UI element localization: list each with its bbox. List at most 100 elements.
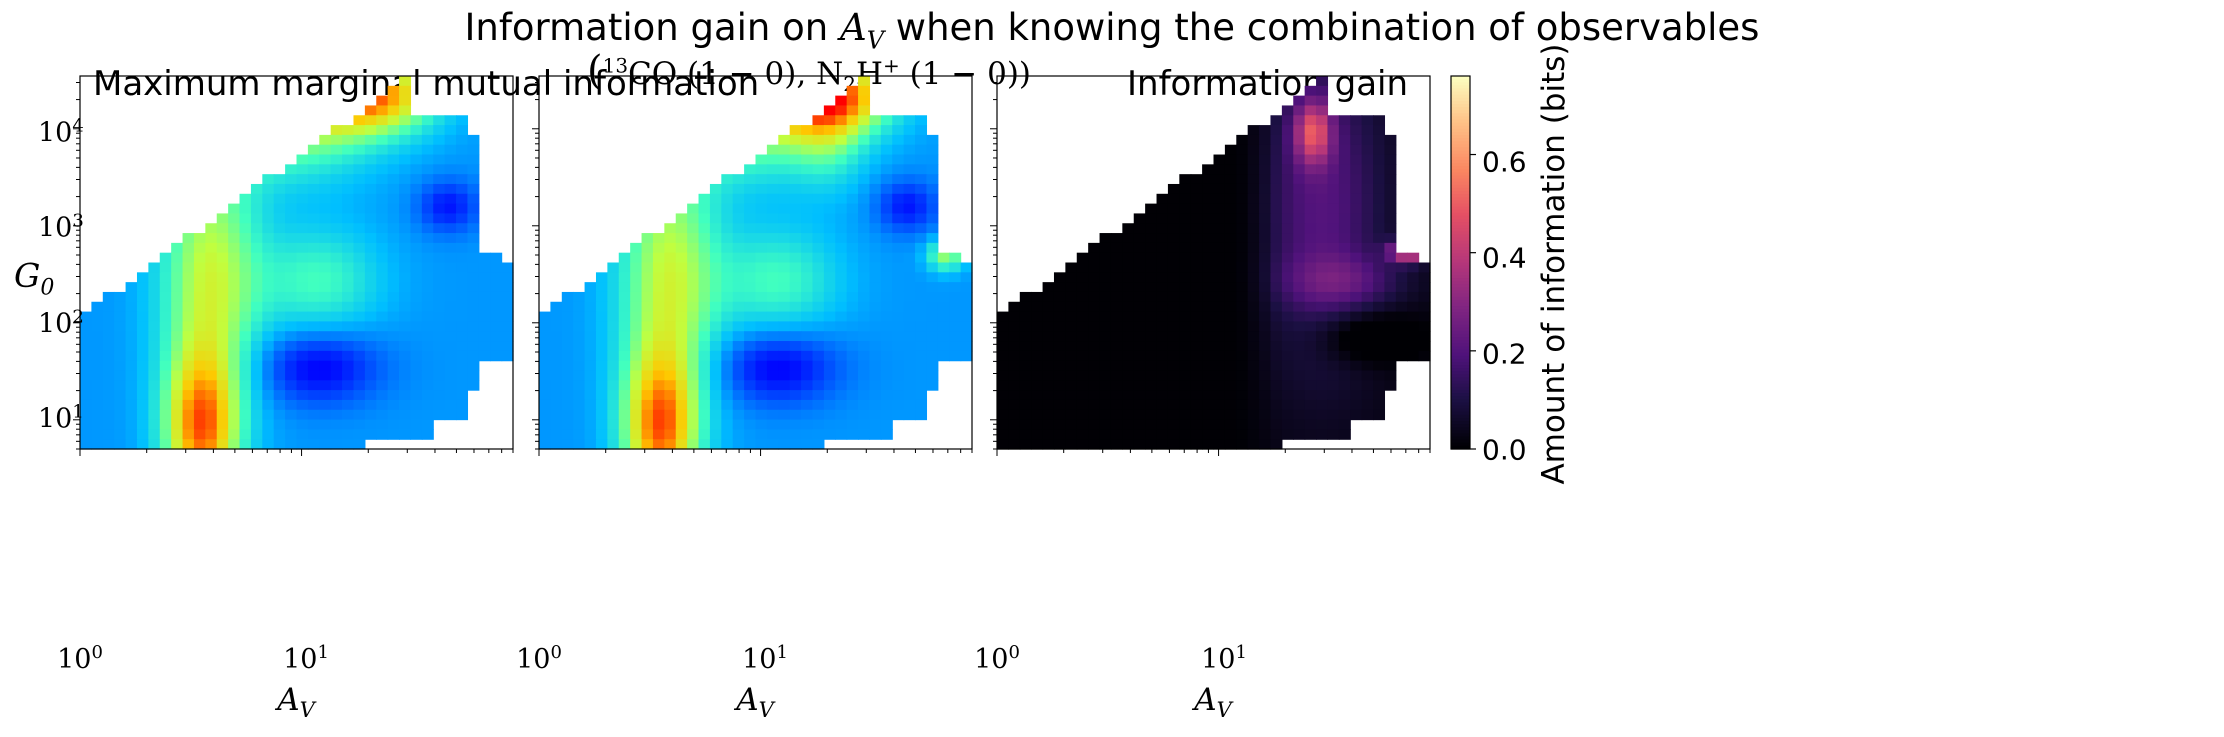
- heatmap-cell: [1338, 154, 1351, 165]
- heatmap-cell: [1270, 439, 1283, 450]
- heatmap-cell: [949, 321, 962, 332]
- heatmap-cell: [846, 419, 859, 430]
- heatmap-cell: [709, 321, 722, 332]
- heatmap-cell: [376, 321, 389, 332]
- heatmap-cell: [342, 331, 355, 342]
- heatmap-cell: [1202, 262, 1215, 273]
- heatmap-cell: [892, 213, 905, 224]
- heatmap-cell: [91, 439, 104, 450]
- heatmap-cell: [228, 252, 241, 264]
- heatmap-cell: [1213, 301, 1226, 313]
- heatmap-cell: [755, 311, 768, 322]
- heatmap-cell: [892, 233, 905, 244]
- heatmap-cell: [387, 321, 400, 332]
- heatmap-cell: [1145, 272, 1158, 283]
- heatmap-cell: [1213, 282, 1226, 293]
- heatmap-cell: [387, 174, 400, 185]
- heatmap-cell: [319, 134, 332, 146]
- heatmap-cell: [1031, 419, 1044, 430]
- heatmap-cell: [421, 193, 434, 205]
- heatmap-cell: [846, 174, 859, 185]
- heatmap-cell: [1224, 341, 1237, 352]
- heatmap-cell: [467, 321, 480, 332]
- heatmap-cell: [926, 154, 939, 165]
- heatmap-cell: [1202, 301, 1215, 313]
- heatmap-cell: [858, 272, 871, 283]
- heatmap-cell: [641, 301, 654, 313]
- heatmap-cell: [573, 429, 586, 440]
- heatmap-cell: [1179, 370, 1192, 381]
- heatmap-cell: [997, 390, 1009, 401]
- heatmap-cell: [1327, 409, 1340, 421]
- heatmap-cell: [1247, 370, 1260, 381]
- heatmap-cell: [148, 341, 161, 352]
- heatmap-cell: [296, 380, 309, 391]
- heatmap-cell: [1019, 291, 1032, 303]
- heatmap-cell: [159, 282, 172, 293]
- heatmap-cell: [364, 134, 377, 146]
- colorbar-segment: [1451, 159, 1470, 164]
- heatmap-cell: [949, 341, 962, 352]
- heatmap-cell: [159, 370, 172, 381]
- heatmap-cell: [273, 213, 286, 224]
- heatmap-cell: [778, 164, 791, 175]
- heatmap-cell: [1304, 144, 1317, 156]
- heatmap-cell: [1019, 439, 1032, 450]
- heatmap-cell: [869, 193, 882, 205]
- heatmap-cell: [216, 291, 229, 303]
- heatmap-cell: [296, 272, 309, 283]
- heatmap-cell: [1202, 203, 1215, 215]
- heatmap-cell: [182, 419, 195, 430]
- heatmap-cell: [421, 115, 434, 126]
- heatmap-cell: [1167, 370, 1180, 381]
- heatmap-cell: [490, 321, 503, 332]
- heatmap-cell: [823, 282, 836, 293]
- heatmap-cell: [664, 399, 677, 411]
- heatmap-cell: [880, 203, 893, 215]
- heatmap-cell: [182, 233, 195, 244]
- heatmap-cell: [330, 350, 343, 362]
- heatmap-cell: [387, 164, 400, 175]
- heatmap-cell: [823, 174, 836, 185]
- heatmap-cell: [1053, 350, 1066, 362]
- heatmap-cell: [664, 233, 677, 244]
- heatmap-cell: [444, 311, 457, 322]
- heatmap-cell: [456, 144, 469, 156]
- heatmap-cell: [1190, 262, 1203, 273]
- heatmap-cell: [1281, 203, 1294, 215]
- heatmap-cell: [319, 360, 332, 372]
- heatmap-cell: [307, 183, 320, 195]
- heatmap-cell: [1270, 331, 1283, 342]
- heatmap-cell: [330, 439, 343, 450]
- heatmap-cell: [182, 399, 195, 411]
- heatmap-cell: [1145, 213, 1158, 224]
- heatmap-cell: [1202, 399, 1215, 411]
- heatmap-cell: [1247, 291, 1260, 303]
- heatmap-cell: [1407, 321, 1420, 332]
- heatmap-cell: [846, 203, 859, 215]
- heatmap-cell: [949, 331, 962, 342]
- heatmap-cell: [1293, 95, 1306, 107]
- heatmap-cell: [630, 252, 643, 264]
- heatmap-cell: [136, 331, 149, 342]
- heatmap-cell: [1281, 390, 1294, 401]
- heatmap-cell: [467, 183, 480, 195]
- heatmap-cell: [330, 331, 343, 342]
- heatmap-cell: [205, 419, 218, 430]
- heatmap-cell: [1270, 164, 1283, 175]
- heatmap-cell: [1031, 291, 1044, 303]
- heatmap-cell: [926, 311, 939, 322]
- heatmap-cell: [698, 193, 711, 205]
- heatmap-cell: [342, 223, 355, 234]
- heatmap-cell: [903, 174, 916, 185]
- heatmap-cell: [1316, 193, 1329, 205]
- heatmap-cell: [778, 154, 791, 165]
- heatmap-cell: [1350, 311, 1363, 322]
- heatmap-cell: [584, 282, 597, 293]
- heatmap-cell: [1270, 360, 1283, 372]
- heatmap-cell: [1373, 134, 1386, 146]
- heatmap-cell: [205, 223, 218, 234]
- heatmap-cell: [205, 262, 218, 273]
- heatmap-cell: [330, 360, 343, 372]
